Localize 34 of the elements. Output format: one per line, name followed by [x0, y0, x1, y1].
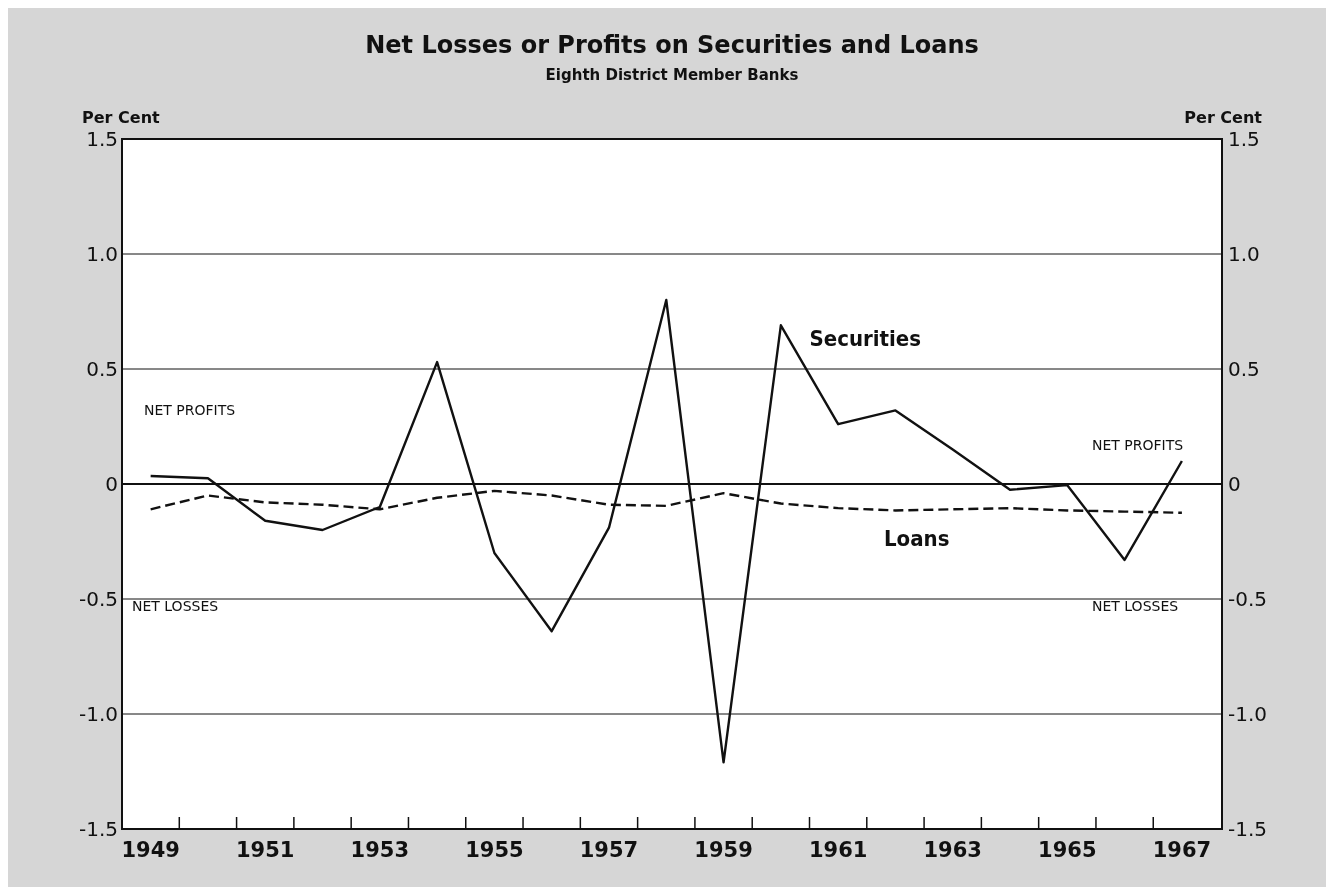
chart-subtitle: Eighth District Member Banks — [545, 66, 799, 84]
y-tick-label: 1.5 — [86, 127, 118, 151]
y2-tick-label: 1.0 — [1228, 242, 1260, 266]
y-tick-label: -1.0 — [78, 702, 118, 726]
y2-tick-label: 0 — [1228, 472, 1241, 496]
y-tick-label: 0 — [105, 472, 118, 496]
y2-tick-label: 1.5 — [1228, 127, 1260, 151]
x-tick-label: 1953 — [350, 838, 410, 862]
x-tick-label: 1955 — [465, 838, 524, 862]
x-tick-label: 1957 — [579, 838, 639, 862]
annotation: NET LOSSES — [132, 597, 219, 614]
y2-tick-label: -0.5 — [1228, 587, 1268, 611]
x-tick-label: 1967 — [1152, 838, 1212, 862]
y2-tick-label: -1.5 — [1228, 817, 1268, 841]
y2-tick-label: 0.5 — [1228, 357, 1260, 381]
y-tick-label: -1.5 — [78, 817, 118, 841]
x-tick-label: 1949 — [121, 838, 180, 862]
x-tick-label: 1963 — [923, 838, 982, 862]
y2-tick-label: -1.0 — [1228, 702, 1268, 726]
y2-axis-title: Per Cent — [1184, 108, 1263, 127]
x-tick-label: 1965 — [1038, 838, 1097, 862]
annotation: NET LOSSES — [1092, 597, 1179, 614]
y-axis-title: Per Cent — [82, 108, 161, 127]
chart-title: Net Losses or Profits on Securities and Loans — [365, 31, 979, 59]
series-label: Securities — [809, 326, 922, 351]
x-tick-label: 1959 — [694, 838, 753, 862]
x-tick-label: 1961 — [808, 838, 868, 862]
y-tick-label: 0.5 — [86, 357, 118, 381]
y-tick-label: 1.0 — [86, 242, 118, 266]
y-tick-label: -0.5 — [78, 587, 118, 611]
annotation: NET PROFITS — [1092, 436, 1184, 453]
annotation: NET PROFITS — [144, 402, 236, 418]
series-label: Loans — [883, 526, 950, 552]
x-tick-label: 1951 — [236, 838, 295, 862]
